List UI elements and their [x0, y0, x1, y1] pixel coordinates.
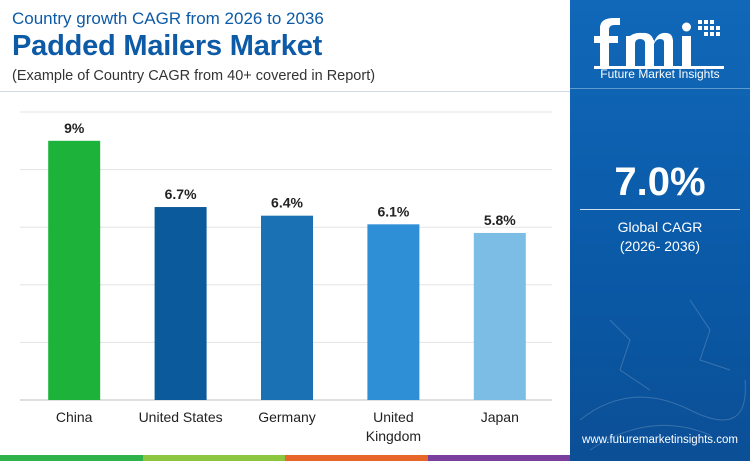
- global-cagr-value: 7.0%: [614, 160, 706, 204]
- bar-china: [48, 140, 101, 401]
- global-cagr-period: (2026- 2036): [619, 238, 701, 254]
- chart-data-labels: 9% 6.7% 6.4% 6.1% 5.8%: [64, 120, 516, 228]
- kpi-rule: [580, 209, 740, 210]
- global-cagr-label: Global CAGR (2026- 2036): [570, 218, 750, 256]
- x-tick-label: Kingdom: [366, 428, 421, 444]
- website-link[interactable]: www.futuremarketinsights.com: [582, 434, 738, 446]
- global-cagr-label-line1: Global CAGR: [617, 219, 703, 235]
- fmi-logo: [594, 18, 724, 69]
- x-tick-label: China: [56, 409, 93, 425]
- strip-segment: [0, 455, 143, 461]
- brand-name: Future Market Insights: [600, 67, 720, 81]
- bar-germany: [261, 215, 313, 400]
- data-label: 6.1%: [377, 203, 409, 219]
- x-tick-label: Germany: [258, 409, 316, 425]
- data-label: 6.4%: [271, 195, 303, 211]
- strip-segment: [142, 455, 285, 461]
- bottom-color-strip: [0, 455, 570, 461]
- bar-chart: 9% 6.7% 6.4% 6.1% 5.8% China United States Ger…: [20, 111, 552, 444]
- chart-x-ticks: China United States Germany United Kingdom Ja…: [56, 409, 519, 444]
- x-tick-label: Japan: [481, 409, 519, 425]
- data-label: 6.7%: [165, 186, 197, 202]
- bar-united-states: [154, 207, 207, 400]
- sidebar-divider: [570, 88, 750, 89]
- chart-title: Padded Mailers Market: [12, 30, 323, 62]
- sidebar-panel: Future Market Insights 7.0% Global CAGR …: [570, 0, 750, 461]
- data-label: 9%: [64, 120, 85, 136]
- chart-grid: [20, 111, 552, 401]
- globe-icon: [579, 299, 746, 451]
- x-tick-label: United: [373, 409, 413, 425]
- header: Country growth CAGR from 2026 to 2036 Pa…: [0, 0, 570, 92]
- strip-segment: [285, 455, 428, 461]
- bar-japan: [473, 232, 526, 400]
- x-tick-label: United States: [139, 409, 223, 425]
- strip-segment: [427, 455, 570, 461]
- header-divider: [0, 91, 570, 92]
- data-label: 5.8%: [484, 212, 516, 228]
- chart-bars: [48, 140, 526, 401]
- bar-united-kingdom: [367, 224, 420, 400]
- chart-subtitle: Country growth CAGR from 2026 to 2036: [12, 9, 324, 28]
- chart-note: (Example of Country CAGR from 40+ covere…: [12, 68, 376, 84]
